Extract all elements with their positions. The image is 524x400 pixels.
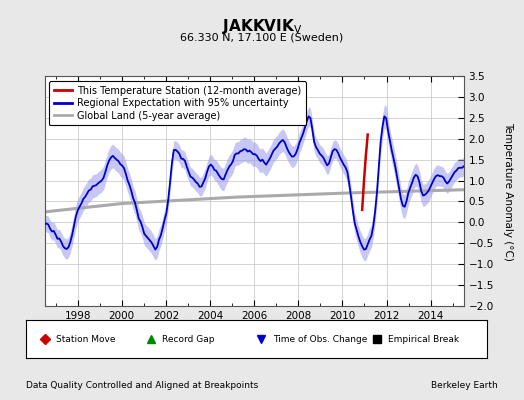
- Text: 66.330 N, 17.100 E (Sweden): 66.330 N, 17.100 E (Sweden): [180, 32, 344, 42]
- Text: Time of Obs. Change: Time of Obs. Change: [273, 334, 367, 344]
- Text: Record Gap: Record Gap: [162, 334, 215, 344]
- Text: Empirical Break: Empirical Break: [388, 334, 460, 344]
- Text: Berkeley Earth: Berkeley Earth: [431, 381, 498, 390]
- Text: Station Move: Station Move: [56, 334, 116, 344]
- Text: Data Quality Controlled and Aligned at Breakpoints: Data Quality Controlled and Aligned at B…: [26, 381, 258, 390]
- Text: JAKKVIK$_\mathsf{V}$: JAKKVIK$_\mathsf{V}$: [222, 17, 302, 36]
- Legend: This Temperature Station (12-month average), Regional Expectation with 95% uncer: This Temperature Station (12-month avera…: [49, 81, 305, 126]
- Y-axis label: Temperature Anomaly (°C): Temperature Anomaly (°C): [504, 122, 514, 260]
